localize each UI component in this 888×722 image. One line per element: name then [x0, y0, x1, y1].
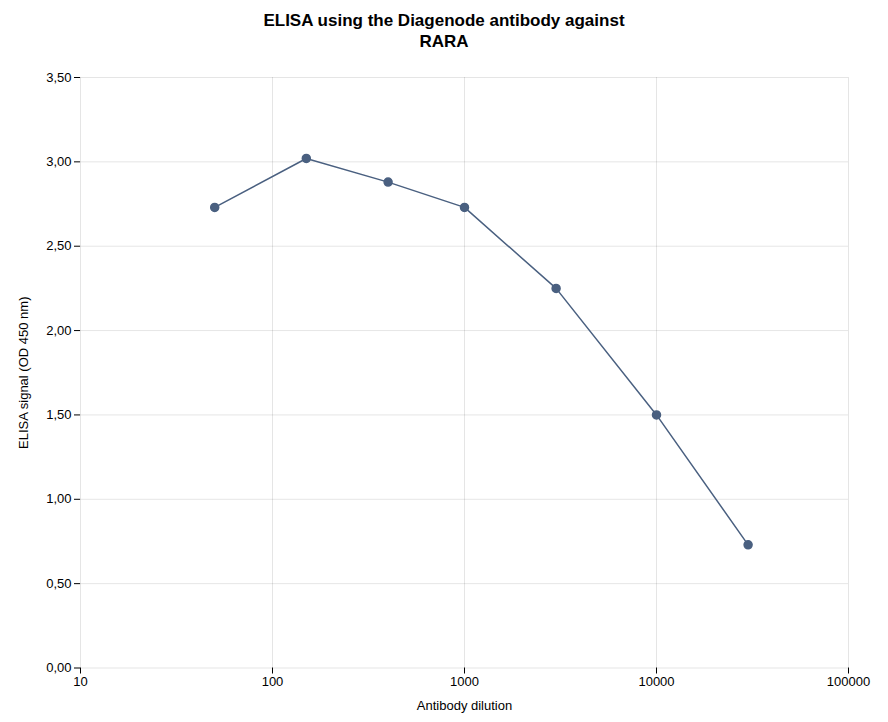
- svg-text:10000: 10000: [638, 674, 674, 689]
- svg-text:0,00: 0,00: [46, 660, 71, 675]
- html-text:ELISA using the Diagenode anti: ELISA using the Diagenode antibody again…: [263, 11, 625, 52]
- svg-text:ELISA signal (OD 450 nm): ELISA signal (OD 450 nm): [16, 296, 31, 448]
- svg-text:1000: 1000: [450, 674, 479, 689]
- svg-text:2,50: 2,50: [46, 238, 71, 253]
- svg-text:100000: 100000: [827, 674, 870, 689]
- svg-text:10: 10: [73, 674, 87, 689]
- svg-text:3,00: 3,00: [46, 154, 71, 169]
- svg-text:Antibody dilution: Antibody dilution: [417, 698, 512, 713]
- svg-text:1,00: 1,00: [46, 491, 71, 506]
- svg-text:1,50: 1,50: [46, 407, 71, 422]
- svg-text:100: 100: [262, 674, 284, 689]
- svg-text:0,50: 0,50: [46, 575, 71, 590]
- svg-text:3,50: 3,50: [46, 69, 71, 84]
- svg-text:2,00: 2,00: [46, 322, 71, 337]
